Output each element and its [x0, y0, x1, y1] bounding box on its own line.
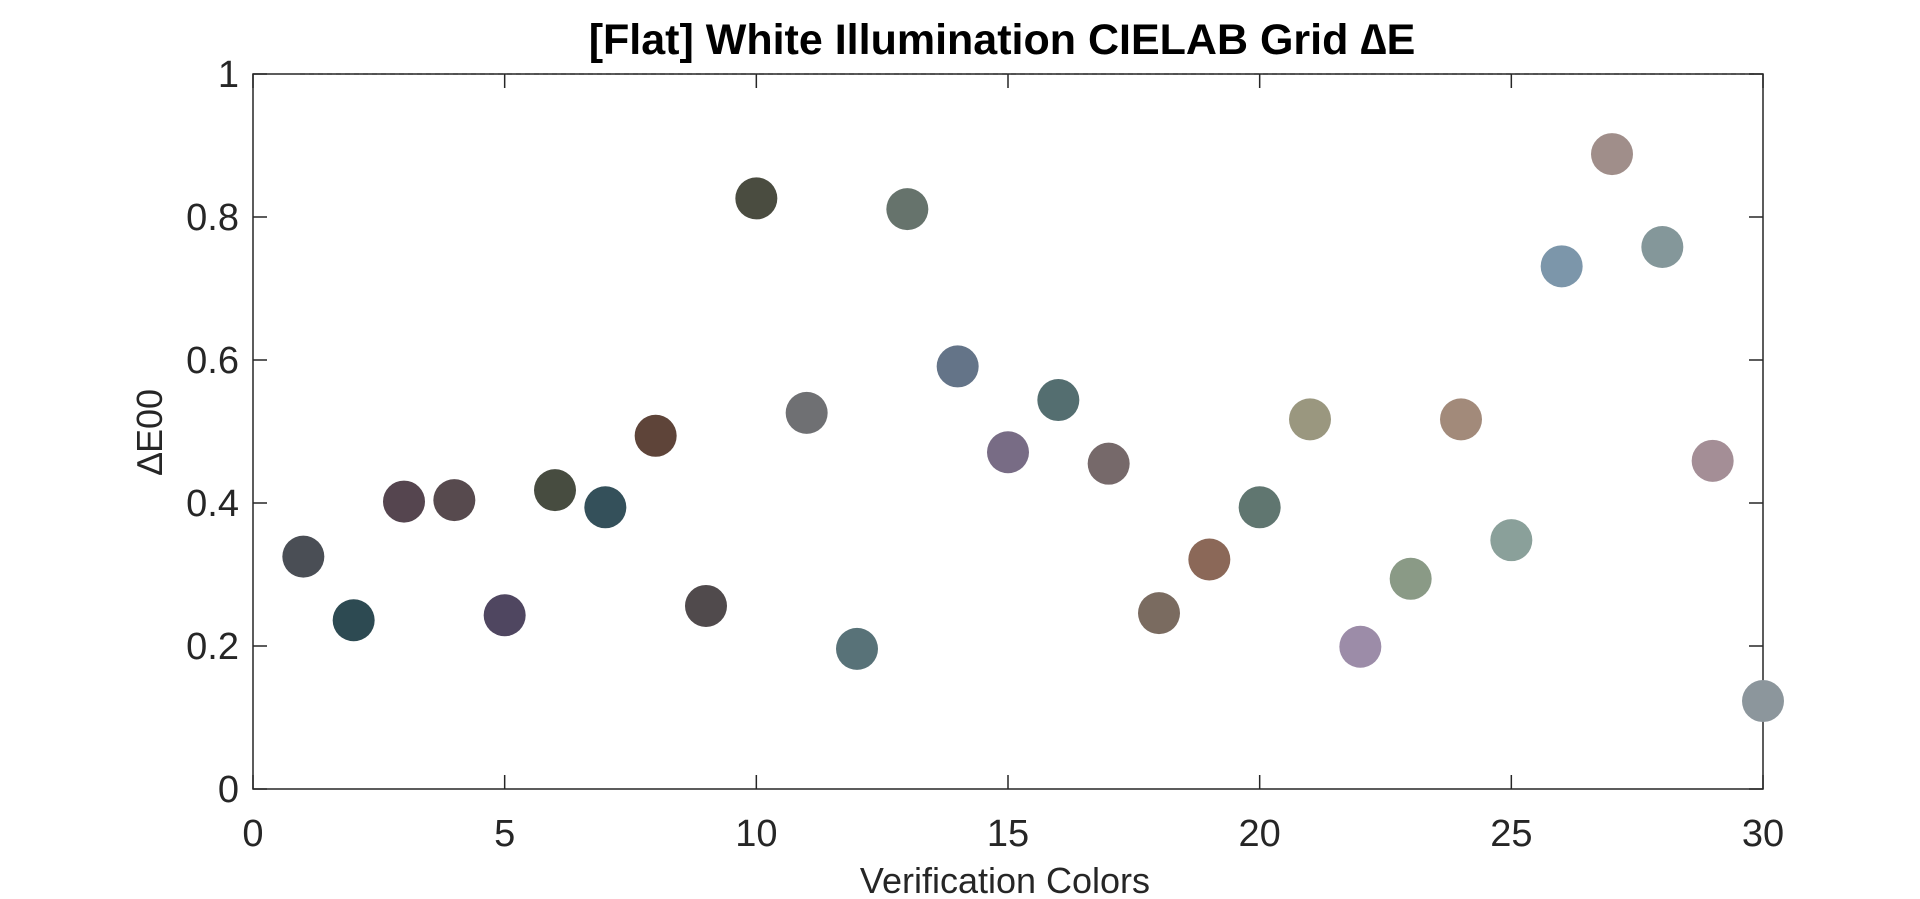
- x-tick-label: 20: [1239, 813, 1281, 855]
- data-point: [1490, 519, 1533, 562]
- y-tick-label: 0.6: [186, 340, 239, 382]
- x-tick-label: 25: [1490, 813, 1532, 855]
- data-point: [1238, 486, 1281, 529]
- y-tick-label: 1: [218, 54, 239, 96]
- data-point: [282, 535, 325, 578]
- data-point: [1289, 398, 1331, 441]
- data-point: [1037, 379, 1080, 422]
- data-point: [1641, 226, 1684, 269]
- x-tick-label: 10: [735, 813, 777, 855]
- data-point: [1691, 439, 1734, 482]
- data-point: [785, 391, 828, 434]
- y-tick-label: 0: [218, 769, 239, 811]
- data-point: [987, 431, 1029, 474]
- data-point: [836, 627, 878, 670]
- data-point: [332, 599, 375, 642]
- y-axis-label: ∆E00: [129, 389, 170, 475]
- data-point: [1188, 538, 1231, 581]
- data-point: [886, 188, 929, 231]
- tick-labels: 0 5 10 15 20 25 30 0 0.2 0.4 0.6 0.8 1: [186, 54, 1784, 855]
- data-point: [1440, 398, 1482, 441]
- data-point: [1591, 133, 1633, 176]
- data-point: [634, 414, 677, 457]
- data-point: [936, 345, 979, 388]
- x-tick-label: 30: [1742, 813, 1784, 855]
- chart-title: [Flat] White Illumination CIELAB Grid ∆E: [589, 16, 1416, 64]
- data-point: [1389, 557, 1432, 600]
- x-tick-label: 15: [987, 813, 1029, 855]
- data-point: [1087, 442, 1130, 485]
- y-tick-label: 0.2: [186, 626, 239, 668]
- data-point: [1138, 592, 1180, 635]
- x-axis-label: Verification Colors: [860, 860, 1150, 899]
- data-point: [584, 486, 627, 529]
- y-tick-label: 0.4: [186, 483, 239, 525]
- data-point: [685, 584, 727, 627]
- data-series: [282, 133, 1784, 723]
- data-point: [483, 594, 526, 637]
- data-point: [1540, 245, 1583, 288]
- x-tick-label: 5: [494, 813, 515, 855]
- data-point: [534, 469, 576, 512]
- data-point: [383, 480, 425, 523]
- y-tick-label: 0.8: [186, 197, 239, 239]
- x-tick-label: 0: [242, 813, 263, 855]
- data-point: [1339, 625, 1382, 668]
- data-point: [433, 479, 476, 522]
- data-point: [735, 177, 778, 220]
- data-point: [1742, 680, 1784, 723]
